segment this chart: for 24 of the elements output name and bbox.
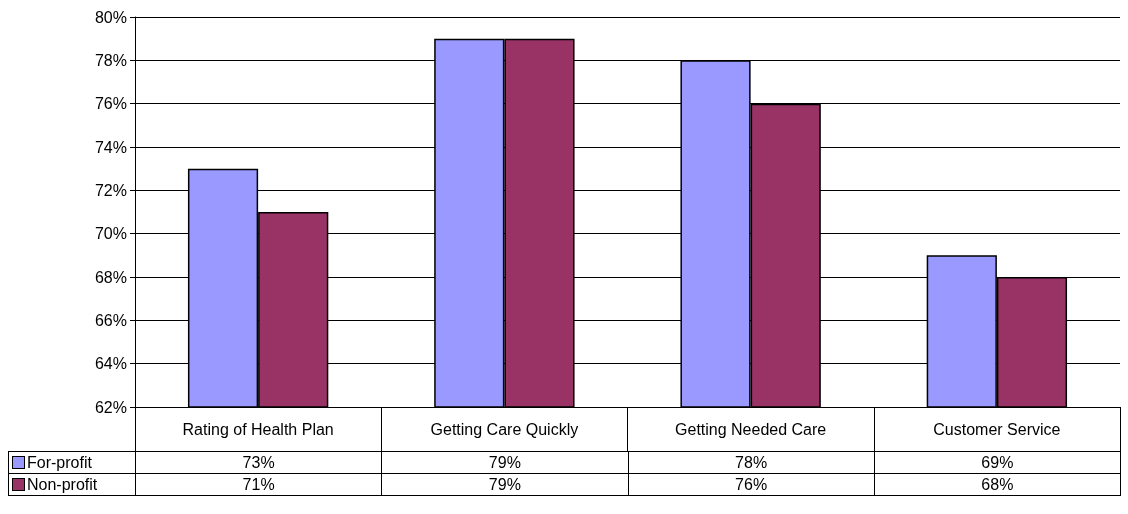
y-tick-label: 66% (94, 311, 127, 329)
y-tick-label: 80% (94, 8, 127, 26)
data-label: 73% (135, 451, 382, 474)
y-tick-label: 74% (94, 138, 127, 156)
data-label: 79% (381, 473, 628, 496)
data-label: 69% (874, 451, 1121, 474)
data-label: 68% (874, 473, 1121, 496)
x-tick-label: Rating of Health Plan (182, 420, 334, 438)
data-label: 76% (628, 473, 875, 496)
legend-label: Non-profit (8, 473, 136, 496)
legend-label: For-profit (8, 451, 136, 474)
data-label: 71% (135, 473, 382, 496)
y-tick-label: 64% (94, 355, 127, 373)
y-tick-label: 76% (94, 95, 127, 113)
y-tick-label: 70% (94, 225, 127, 243)
data-label: 78% (628, 451, 875, 474)
x-tick-label: Getting Care Quickly (430, 420, 579, 438)
x-tick-label: Getting Needed Care (675, 420, 827, 438)
y-tick-label: 78% (94, 51, 127, 69)
y-tick-label: 68% (94, 268, 127, 286)
data-label: 79% (381, 451, 628, 474)
x-tick-label: Customer Service (933, 420, 1061, 438)
y-tick-label: 62% (94, 398, 127, 416)
y-tick-label: 72% (94, 181, 127, 199)
